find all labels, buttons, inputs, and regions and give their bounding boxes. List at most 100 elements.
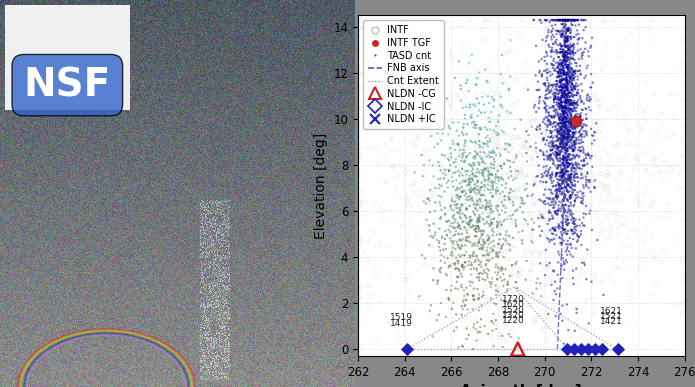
Point (452, 274, 463, 280)
Point (457, 273, 468, 279)
Point (553, 120, 564, 126)
Point (553, 162, 564, 168)
INTF (659, 159, 670, 165)
Point (472, 113, 483, 119)
Point (562, 84, 573, 91)
INTF (516, 184, 527, 190)
INTF (648, 156, 660, 162)
Point (541, 61, 553, 67)
Point (485, 217, 496, 223)
Point (556, 99, 567, 105)
INTF (604, 212, 615, 218)
Point (457, 238, 468, 244)
Point (430, 229, 441, 235)
INTF (577, 111, 588, 118)
Point (568, 152, 579, 158)
INTF (656, 152, 667, 158)
Point (420, 200, 432, 207)
Point (561, 128, 572, 134)
Point (545, 134, 556, 140)
Point (560, 248, 571, 255)
INTF (587, 296, 598, 302)
Point (539, 116, 550, 122)
Point (472, 329, 483, 336)
Point (558, 209, 569, 216)
INTF (512, 150, 523, 156)
INTF (574, 223, 585, 229)
Point (559, 114, 571, 120)
Point (465, 239, 476, 245)
Point (548, 67, 559, 74)
Point (534, 280, 546, 286)
Point (452, 194, 463, 200)
Line: Cnt Extent: Cnt Extent (407, 287, 514, 349)
Point (424, 222, 435, 228)
Point (471, 122, 482, 128)
Point (562, 106, 573, 112)
INTF (484, 17, 495, 23)
INTF (676, 160, 687, 166)
Point (553, 94, 564, 100)
Point (484, 249, 496, 255)
INTF (425, 180, 436, 186)
Point (569, 173, 580, 179)
Point (574, 165, 585, 171)
Point (546, 171, 557, 177)
INTF (579, 173, 590, 180)
Point (564, 134, 575, 140)
INTF (599, 61, 610, 67)
INTF (677, 217, 688, 223)
INTF (525, 267, 536, 273)
NLDN -IC (561, 346, 572, 352)
Point (553, 115, 564, 121)
Point (541, 17, 553, 24)
Point (463, 176, 474, 182)
Point (502, 216, 513, 222)
Point (493, 202, 504, 209)
INTF (505, 94, 516, 100)
Point (570, 83, 581, 89)
Point (572, 103, 583, 109)
Point (418, 198, 430, 204)
Point (543, 29, 554, 36)
INTF (555, 78, 566, 84)
Point (540, 67, 551, 74)
Point (561, 115, 572, 121)
INTF (505, 243, 516, 250)
Point (570, 60, 581, 66)
Point (492, 203, 503, 209)
INTF (521, 175, 532, 181)
Point (555, 170, 566, 176)
Point (566, 214, 578, 221)
Point (559, 164, 571, 170)
Point (566, 77, 577, 83)
Point (461, 194, 473, 200)
Point (553, 182, 564, 188)
Point (566, 134, 577, 140)
Point (571, 108, 582, 114)
Point (577, 98, 588, 104)
Point (555, 113, 566, 120)
Point (569, 34, 580, 40)
Point (569, 328, 580, 334)
INTF (500, 131, 512, 137)
INTF (354, 285, 366, 291)
Point (563, 17, 574, 23)
Point (545, 147, 556, 153)
Point (546, 104, 557, 111)
Point (555, 101, 566, 107)
Point (555, 191, 566, 197)
Point (457, 166, 468, 172)
Point (569, 92, 580, 98)
Point (557, 63, 569, 69)
Point (546, 61, 557, 67)
INTF (491, 117, 502, 123)
Point (562, 146, 573, 152)
INTF (450, 80, 461, 86)
Point (564, 17, 575, 23)
INTF (540, 305, 551, 312)
INTF (463, 192, 474, 198)
INTF (521, 146, 532, 152)
INTF (507, 194, 518, 200)
Point (553, 96, 564, 103)
